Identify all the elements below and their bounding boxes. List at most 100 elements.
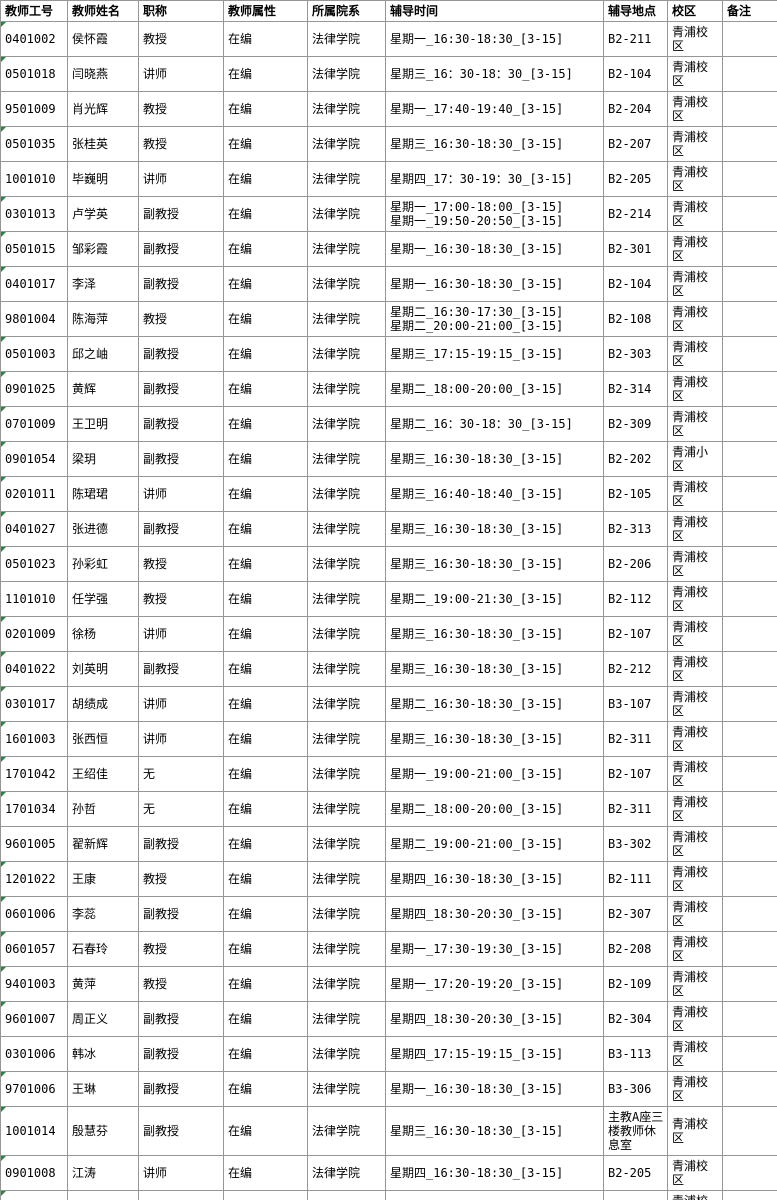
cell-title: 讲师 — [138, 1155, 224, 1191]
cell-tutoring-time: 星期一_16:30-18:30_[3-15] — [385, 266, 604, 302]
cell-remark — [722, 301, 777, 337]
cell-department: 法律学院 — [307, 91, 386, 127]
table-row: 0901054 梁玥 副教授 在编 法律学院 星期三_16:30-18:30_[… — [0, 441, 777, 477]
cell-campus: 青浦校区 — [667, 196, 723, 232]
table-row: 9601007 周正义 副教授 在编 法律学院 星期四_18:30-20:30_… — [0, 1001, 777, 1037]
cell-department: 法律学院 — [307, 896, 386, 932]
column-header-tutoring-time: 辅导时间 — [385, 0, 604, 22]
cell-teacher-name: 江涛 — [67, 1155, 139, 1191]
table-row: 0301013 卢学英 副教授 在编 法律学院 星期一_17:00-18:00_… — [0, 196, 777, 232]
cell-campus: 青浦校区 — [667, 966, 723, 1002]
tutoring-time-line: 星期一_16:30-18:30_[3-15] — [390, 1082, 564, 1096]
cell-teacher-name: 王绍佳 — [67, 756, 139, 792]
cell-teacher-attribute: 在编 — [223, 91, 308, 127]
cell-department: 法律学院 — [307, 1106, 386, 1156]
cell-tutoring-time: 星期二_19:00-21:30_[3-15] — [385, 581, 604, 617]
cell-teacher-id: 0401027 — [0, 511, 68, 547]
cell-title: 教授 — [138, 581, 224, 617]
text-stored-number-marker-icon — [1, 722, 6, 727]
tutoring-time-line: 星期三_16:30-18:30_[3-15] — [390, 557, 564, 571]
tutoring-time-line: 星期三_17:15-19:15_[3-15] — [390, 347, 564, 361]
table-body: 0401002 侯怀霞 教授 在编 法律学院 星期一_16:30-18:30_[… — [0, 21, 777, 1200]
cell-teacher-name: 石春玲 — [67, 931, 139, 967]
tutoring-time-line: 星期一_17:20-19:20_[3-15] — [390, 977, 564, 991]
tutoring-time-line: 星期一_16:30-18:30_[3-15] — [390, 242, 564, 256]
cell-department: 法律学院 — [307, 1071, 386, 1107]
cell-tutoring-time: 星期一_19:00-21:00_[3-15] — [385, 756, 604, 792]
cell-teacher-id: 1601003 — [0, 721, 68, 757]
teacher-id-value: 0401002 — [5, 32, 56, 46]
cell-remark — [722, 21, 777, 57]
text-stored-number-marker-icon — [1, 232, 6, 237]
tutoring-time-line: 星期三_16:30-18:30_[3-15] — [390, 1124, 564, 1138]
cell-department: 法律学院 — [307, 1190, 386, 1200]
cell-teacher-name: 黄辉 — [67, 371, 139, 407]
cell-title: 教授 — [138, 966, 224, 1002]
cell-department: 法律学院 — [307, 511, 386, 547]
cell-teacher-id: 0601006 — [0, 896, 68, 932]
cell-remark — [722, 441, 777, 477]
cell-campus: 青浦校区 — [667, 336, 723, 372]
cell-department: 法律学院 — [307, 1001, 386, 1037]
cell-tutoring-location: B2-311 — [603, 791, 668, 827]
cell-teacher-attribute: 在编 — [223, 756, 308, 792]
cell-title: 讲师 — [138, 476, 224, 512]
cell-tutoring-time: 星期一_17:30-19:30_[3-15] — [385, 931, 604, 967]
cell-tutoring-location: B2-107 — [603, 756, 668, 792]
text-stored-number-marker-icon — [1, 127, 6, 132]
cell-teacher-attribute: 在编 — [223, 896, 308, 932]
tutoring-time-line: 星期三_16:40-18:40_[3-15] — [390, 487, 564, 501]
cell-teacher-id: 0301017 — [0, 686, 68, 722]
cell-teacher-name: 张西恒 — [67, 721, 139, 757]
table-row: 9801004 陈海萍 教授 在编 法律学院 星期二_16:30-17:30_[… — [0, 301, 777, 337]
cell-title: 副教授 — [138, 1106, 224, 1156]
cell-remark — [722, 476, 777, 512]
tutoring-time-line: 星期三_16：30-18：30_[3-15] — [390, 67, 573, 81]
text-stored-number-marker-icon — [1, 57, 6, 62]
cell-teacher-name: 刘英明 — [67, 651, 139, 687]
cell-title: 副教授 — [138, 826, 224, 862]
teacher-id-value: 1001010 — [5, 172, 56, 186]
table-row: 9701006 王琳 副教授 在编 法律学院 星期一_16:30-18:30_[… — [0, 1071, 777, 1107]
teacher-id-value: 0401027 — [5, 522, 56, 536]
column-header-campus: 校区 — [667, 0, 723, 22]
column-header-teacher-id: 教师工号 — [0, 0, 68, 22]
header-row: 教师工号 教师姓名 职称 教师属性 所属院系 辅导时间 辅导地点 校区 备注 — [0, 0, 777, 22]
cell-campus: 青浦校区 — [667, 686, 723, 722]
cell-teacher-attribute: 在编 — [223, 826, 308, 862]
text-stored-number-marker-icon — [1, 1191, 6, 1196]
text-stored-number-marker-icon — [1, 792, 6, 797]
cell-campus: 青浦校区 — [667, 1190, 723, 1200]
cell-department: 法律学院 — [307, 336, 386, 372]
cell-tutoring-location: B2-208 — [603, 931, 668, 967]
cell-title: 副教授 — [138, 371, 224, 407]
table-row: 9401003 黄萍 教授 在编 法律学院 星期一_17:20-19:20_[3… — [0, 966, 777, 1002]
cell-teacher-name: 李寒劲 — [67, 1190, 139, 1200]
tutoring-time-line: 星期一_17:30-19:30_[3-15] — [390, 942, 564, 956]
cell-title: 副教授 — [138, 1001, 224, 1037]
cell-department: 法律学院 — [307, 371, 386, 407]
cell-teacher-name: 孙彩虹 — [67, 546, 139, 582]
cell-remark — [722, 231, 777, 267]
table-row: 1001010 毕巍明 讲师 在编 法律学院 星期四_17：30-19：30_[… — [0, 161, 777, 197]
tutoring-time-line: 星期一_19:50-20:50_[3-15] — [390, 214, 564, 228]
table-row: 9601005 翟新辉 副教授 在编 法律学院 星期二_19:00-21:00_… — [0, 826, 777, 862]
table-row: 0701009 王卫明 副教授 在编 法律学院 星期二_16：30-18：30_… — [0, 406, 777, 442]
cell-teacher-id: 1701042 — [0, 756, 68, 792]
teacher-id-value: 1101010 — [5, 592, 56, 606]
cell-remark — [722, 1106, 777, 1156]
teacher-id-value: 0901008 — [5, 1166, 56, 1180]
cell-campus: 青浦校区 — [667, 826, 723, 862]
cell-department: 法律学院 — [307, 791, 386, 827]
cell-tutoring-location: B2-207 — [603, 126, 668, 162]
cell-remark — [722, 91, 777, 127]
cell-tutoring-location: 主教A座三楼教师休息室 — [603, 1106, 668, 1156]
table-row: 1701042 王绍佳 无 在编 法律学院 星期一_19:00-21:00_[3… — [0, 756, 777, 792]
cell-remark — [722, 1071, 777, 1107]
tutoring-time-line: 星期二_18:00-20:00_[3-15] — [390, 802, 564, 816]
cell-teacher-id: 9701006 — [0, 1071, 68, 1107]
cell-tutoring-location: B2-105 — [603, 476, 668, 512]
cell-teacher-attribute: 在编 — [223, 126, 308, 162]
cell-teacher-name: 梁玥 — [67, 441, 139, 477]
cell-remark — [722, 931, 777, 967]
